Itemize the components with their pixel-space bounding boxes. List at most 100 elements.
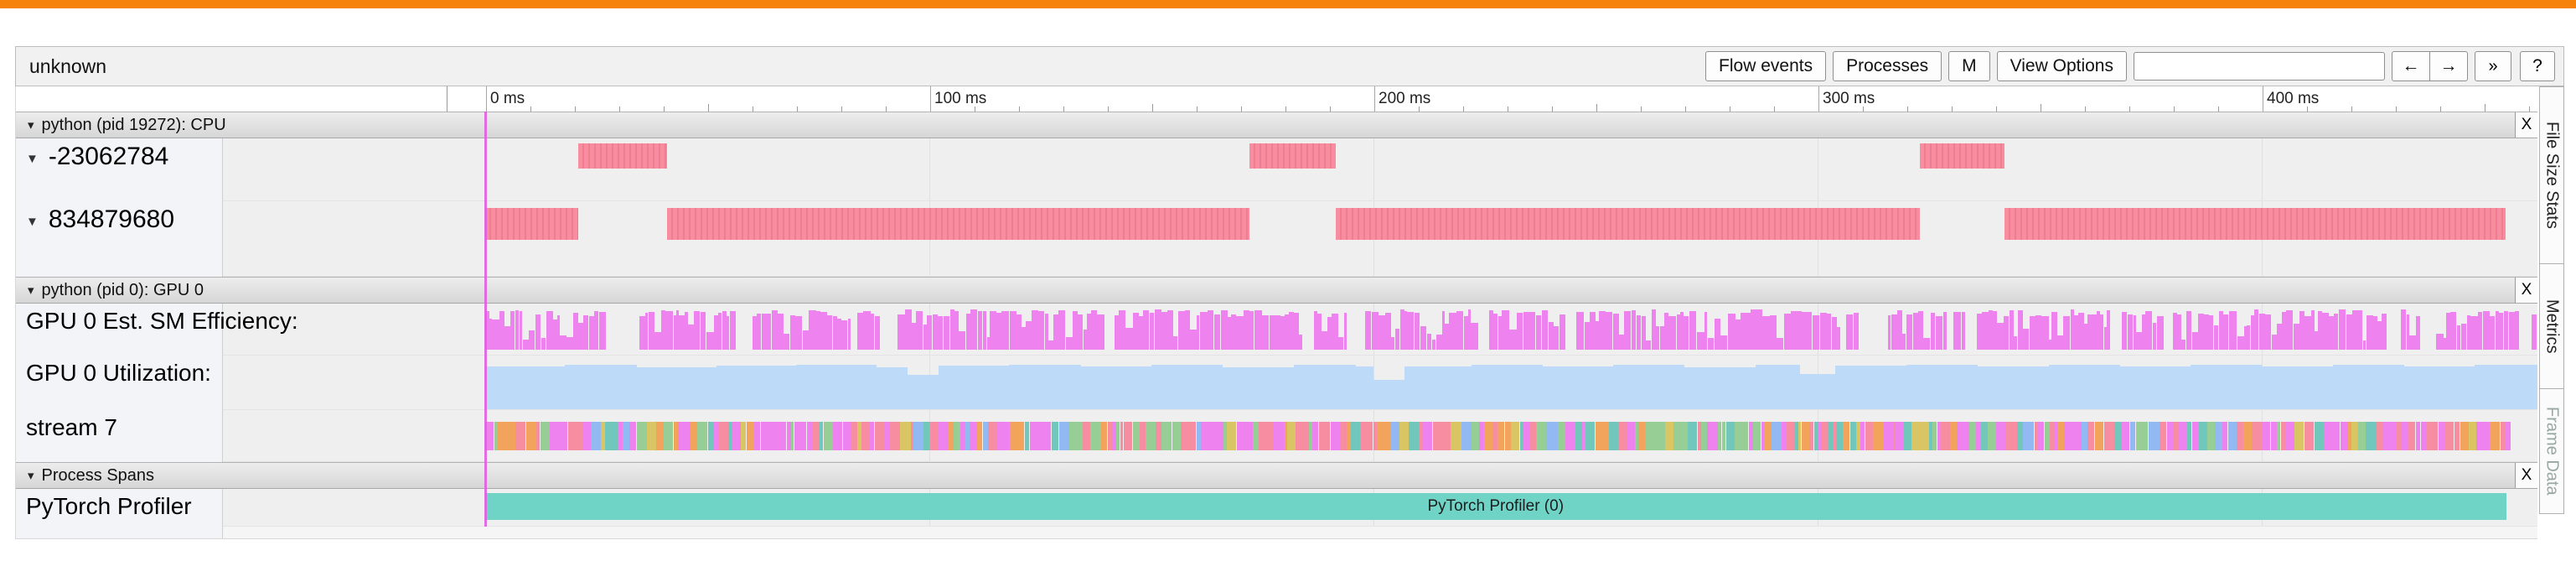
stream-slice[interactable] bbox=[1937, 422, 1942, 450]
stream-slice[interactable] bbox=[636, 422, 642, 450]
trace-slice[interactable] bbox=[2004, 208, 2506, 240]
stream-slice[interactable] bbox=[1120, 422, 1124, 450]
stream-slice[interactable] bbox=[1706, 422, 1718, 450]
stream-slice[interactable] bbox=[2290, 422, 2294, 450]
stream-slice[interactable] bbox=[851, 422, 857, 450]
stream-slice[interactable] bbox=[1637, 422, 1645, 450]
stream-slice[interactable] bbox=[794, 422, 801, 450]
stream-slice[interactable] bbox=[1010, 422, 1018, 450]
stream-slice[interactable] bbox=[2438, 422, 2446, 450]
stream-slice[interactable] bbox=[2351, 422, 2359, 450]
stream-slice[interactable] bbox=[678, 422, 683, 450]
stream-slice[interactable] bbox=[1721, 422, 1725, 450]
stream-slice[interactable] bbox=[1341, 422, 1347, 450]
stream-slice[interactable] bbox=[1761, 422, 1766, 450]
stream-slice[interactable] bbox=[2167, 422, 2175, 450]
stream-slice[interactable] bbox=[1350, 422, 1361, 450]
stream-slice[interactable] bbox=[2484, 422, 2491, 450]
stream-slice[interactable] bbox=[806, 422, 813, 450]
stream-slice[interactable] bbox=[2034, 422, 2038, 450]
stream-slice[interactable] bbox=[691, 422, 697, 450]
stream-slice[interactable] bbox=[1836, 422, 1843, 450]
stream-slice[interactable] bbox=[1409, 422, 1420, 450]
stream-slice[interactable] bbox=[1896, 422, 1905, 450]
stream-slice[interactable] bbox=[787, 422, 791, 450]
stream-slice[interactable] bbox=[1360, 422, 1369, 450]
stream-slice[interactable] bbox=[1745, 422, 1749, 450]
stream-slice[interactable] bbox=[1181, 422, 1189, 450]
stream-slice[interactable] bbox=[536, 422, 541, 450]
stream-slice[interactable] bbox=[707, 422, 714, 450]
stream-slice[interactable] bbox=[1644, 422, 1655, 450]
stream-slice[interactable] bbox=[674, 422, 679, 450]
stream-slice[interactable] bbox=[1471, 422, 1479, 450]
stream-slice[interactable] bbox=[1932, 422, 1937, 450]
stream-slice[interactable] bbox=[1813, 422, 1818, 450]
stream-slice[interactable] bbox=[1701, 422, 1707, 450]
stream-slice[interactable] bbox=[601, 422, 605, 450]
stream-slice[interactable] bbox=[1832, 422, 1837, 450]
stream-slice[interactable] bbox=[1802, 422, 1809, 450]
stream-slice[interactable] bbox=[2005, 422, 2011, 450]
stream-slice[interactable] bbox=[2192, 422, 2200, 450]
stream-slice[interactable] bbox=[1609, 422, 1618, 450]
stream-slice[interactable] bbox=[2365, 422, 2377, 450]
stream-slice[interactable] bbox=[2045, 422, 2051, 450]
stream-slice[interactable] bbox=[628, 422, 636, 450]
stream-slice[interactable] bbox=[1433, 422, 1445, 450]
stream-slice[interactable] bbox=[919, 422, 923, 450]
stream-slice[interactable] bbox=[2206, 422, 2216, 450]
stream-slice[interactable] bbox=[541, 422, 551, 450]
stream-slice[interactable] bbox=[823, 422, 834, 450]
stream-slice[interactable] bbox=[1575, 422, 1582, 450]
stream-slice[interactable] bbox=[1969, 422, 1977, 450]
stream-slice[interactable] bbox=[2228, 422, 2237, 450]
stream-slice[interactable] bbox=[1547, 422, 1559, 450]
find-previous-button[interactable]: ← bbox=[2392, 51, 2430, 81]
stream-slice[interactable] bbox=[604, 422, 610, 450]
stream-slice[interactable] bbox=[1965, 422, 1970, 450]
stream-slice[interactable] bbox=[646, 422, 656, 450]
stream-slice[interactable] bbox=[494, 422, 499, 450]
more-options-button[interactable]: » bbox=[2475, 51, 2511, 81]
stream-slice[interactable] bbox=[1444, 422, 1451, 450]
stream-slice[interactable] bbox=[1308, 422, 1312, 450]
close-group-button[interactable]: X bbox=[2515, 463, 2537, 488]
stream-slice[interactable] bbox=[2252, 422, 2263, 450]
stream-slice[interactable] bbox=[1248, 422, 1254, 450]
stream-slice[interactable] bbox=[766, 422, 776, 450]
stream-slice[interactable] bbox=[2454, 422, 2460, 450]
stream-slice[interactable] bbox=[1717, 422, 1721, 450]
stream-slice[interactable] bbox=[2476, 422, 2485, 450]
stream-slice[interactable] bbox=[1116, 422, 1120, 450]
stream-slice[interactable] bbox=[2271, 422, 2278, 450]
stream-slice[interactable] bbox=[948, 422, 954, 450]
stream-slice[interactable] bbox=[2154, 422, 2160, 450]
stream-slice[interactable] bbox=[1285, 422, 1288, 450]
stream-slice[interactable] bbox=[502, 422, 512, 450]
stream-slice[interactable] bbox=[1785, 422, 1795, 450]
stream-slice[interactable] bbox=[2445, 422, 2454, 450]
close-group-button[interactable]: X bbox=[2515, 278, 2537, 303]
stream-slice[interactable] bbox=[775, 422, 787, 450]
stream-slice[interactable] bbox=[2010, 422, 2018, 450]
stream-slice[interactable] bbox=[1461, 422, 1472, 450]
stream-slice[interactable] bbox=[1850, 422, 1857, 450]
stream-slice[interactable] bbox=[576, 422, 583, 450]
stream-slice[interactable] bbox=[1068, 422, 1076, 450]
stream-slice[interactable] bbox=[2408, 422, 2415, 450]
stream-slice[interactable] bbox=[2236, 422, 2243, 450]
stream-slice[interactable] bbox=[1287, 422, 1296, 450]
stream-slice[interactable] bbox=[1075, 422, 1084, 450]
stream-slice[interactable] bbox=[997, 422, 1005, 450]
close-group-button[interactable]: X bbox=[2515, 112, 2537, 138]
side-tab-metrics[interactable]: Metrics bbox=[2539, 263, 2564, 389]
stream-slice[interactable] bbox=[2382, 422, 2391, 450]
stream-slice[interactable] bbox=[2390, 422, 2396, 450]
stream-slice[interactable] bbox=[1451, 422, 1462, 450]
stream-slice[interactable] bbox=[1492, 422, 1497, 450]
time-ruler[interactable]: 0 ms 100 ms 200 ms 300 ms 400 ms bbox=[447, 86, 2537, 112]
stream-slice[interactable] bbox=[2199, 422, 2207, 450]
stream-slice[interactable] bbox=[1391, 422, 1400, 450]
stream-slice[interactable] bbox=[747, 422, 755, 450]
